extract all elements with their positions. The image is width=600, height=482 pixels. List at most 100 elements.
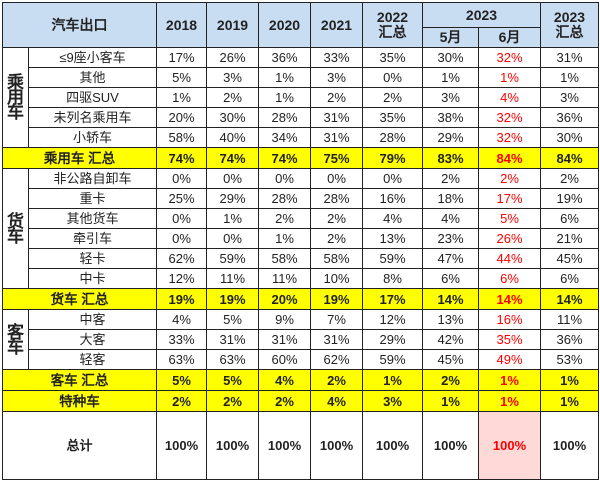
table-cell: 28% xyxy=(362,127,423,148)
table-cell: 0% xyxy=(206,168,259,189)
table-cell: 1% xyxy=(258,87,311,108)
row-label: 中客 xyxy=(28,309,157,330)
table-cell: 63% xyxy=(156,349,207,370)
table-row: 牵引车 0% 0% 1% 2% 13% 23% 26% 21% xyxy=(3,228,599,249)
table-cell: 3% xyxy=(422,87,479,108)
table-cell: 0% xyxy=(362,168,423,189)
table-cell: 44% xyxy=(478,248,541,269)
table-cell: 0% xyxy=(310,168,363,189)
table-cell: 20% xyxy=(156,107,207,128)
table-cell: 49% xyxy=(478,349,541,370)
table-cell: 2% xyxy=(310,369,363,391)
summary-row-bus-total: 客车 汇总 5% 5% 4% 2% 1% 2% 1% 1% xyxy=(2,369,599,391)
table-cell: 0% xyxy=(156,208,207,229)
table-cell: 28% xyxy=(258,107,311,128)
table-cell: 6% xyxy=(540,208,599,229)
header-title: 汽车出口 xyxy=(2,2,157,48)
table-cell: 31% xyxy=(310,107,363,128)
row-label: 四驱SUV xyxy=(28,87,157,108)
table-cell: 7% xyxy=(310,309,363,330)
row-label: 其他货车 xyxy=(28,208,157,229)
table-row: 重卡 25% 29% 28% 28% 16% 18% 17% 19% xyxy=(3,188,599,209)
table-cell: 4% xyxy=(310,390,363,412)
table-cell: 13% xyxy=(422,309,479,330)
table-cell: 1% xyxy=(478,369,541,391)
table-cell: 33% xyxy=(310,47,363,68)
table-row: 客车中客 4% 5% 9% 7% 12% 13% 16% 11% xyxy=(2,309,599,370)
table-cell: 60% xyxy=(258,349,311,370)
summary-row-special-total: 特种车 2% 2% 2% 4% 3% 1% 1% 1% xyxy=(2,390,599,412)
table-cell: 1% xyxy=(362,369,423,391)
summary-label: 货车 汇总 xyxy=(2,288,157,310)
table-cell: 18% xyxy=(422,188,479,209)
category-char: 车 xyxy=(7,337,24,357)
table-cell: 31% xyxy=(540,47,599,68)
table-cell: 47% xyxy=(422,248,479,269)
table-row: 小轿车 58% 40% 34% 31% 28% 29% 32% 30% xyxy=(3,127,599,148)
table-cell: 40% xyxy=(206,127,259,148)
table-cell: 45% xyxy=(422,349,479,370)
table-cell: 1% xyxy=(478,390,541,412)
table-cell: 59% xyxy=(362,349,423,370)
table-row: 其他 5% 3% 1% 3% 0% 1% 1% 1% xyxy=(3,67,599,88)
table-cell: 23% xyxy=(422,228,479,249)
table-cell: 6% xyxy=(540,268,599,289)
header-2023-summary: 2023 汇总 xyxy=(540,2,599,48)
summary-row-grand-total: 总计 100% 100% 100% 100% 100% 100% 100% 100% xyxy=(2,411,599,480)
table-cell: 6% xyxy=(478,268,541,289)
table-cell: 33% xyxy=(156,329,207,350)
table-cell: 20% xyxy=(258,288,311,310)
table-cell: 30% xyxy=(422,47,479,68)
table-cell: 100% xyxy=(258,411,311,480)
table-cell: 75% xyxy=(310,147,363,169)
table-cell: 100% xyxy=(478,411,541,480)
row-label: 重卡 xyxy=(28,188,157,209)
table-cell: 16% xyxy=(362,188,423,209)
table-row: 未列名乘用车 20% 30% 28% 31% 35% 38% 32% 36% xyxy=(3,107,599,128)
row-label: 其他 xyxy=(28,67,157,88)
category-char: 车 xyxy=(7,103,24,122)
table-cell: 0% xyxy=(156,168,207,189)
row-label: 中卡 xyxy=(28,268,157,289)
table-cell: 29% xyxy=(206,188,259,209)
table-cell: 17% xyxy=(362,288,423,310)
table-cell: 2% xyxy=(310,87,363,108)
table-cell: 0% xyxy=(258,168,311,189)
table-cell: 34% xyxy=(258,127,311,148)
summary-label: 特种车 xyxy=(2,390,157,412)
table-cell: 26% xyxy=(206,47,259,68)
table-cell: 14% xyxy=(540,288,599,310)
table-cell: 12% xyxy=(362,309,423,330)
row-label: ≤9座小客车 xyxy=(28,47,157,68)
table-cell: 1% xyxy=(258,228,311,249)
table-cell: 100% xyxy=(422,411,479,480)
table-cell: 11% xyxy=(206,268,259,289)
header-2023-months: 2023 xyxy=(422,2,541,28)
table-cell: 4% xyxy=(156,309,207,330)
table-cell: 28% xyxy=(310,188,363,209)
table-cell: 11% xyxy=(540,309,599,330)
table-cell: 58% xyxy=(156,127,207,148)
row-label: 轻客 xyxy=(28,349,157,370)
table-cell: 16% xyxy=(478,309,541,330)
table-row: 轻卡 62% 59% 58% 58% 59% 47% 44% 45% xyxy=(3,248,599,269)
row-label: 牵引车 xyxy=(28,228,157,249)
table-cell: 1% xyxy=(258,67,311,88)
table-cell: 58% xyxy=(310,248,363,269)
table-cell: 2% xyxy=(206,390,259,412)
table-cell: 5% xyxy=(156,369,207,391)
category-bus: 客车 xyxy=(2,309,29,370)
table-cell: 21% xyxy=(540,228,599,249)
table-cell: 63% xyxy=(206,349,259,370)
table-cell: 35% xyxy=(362,107,423,128)
table-cell: 36% xyxy=(540,329,599,350)
table-cell: 4% xyxy=(422,208,479,229)
table-cell: 10% xyxy=(310,268,363,289)
table-cell: 19% xyxy=(310,288,363,310)
table-cell: 2% xyxy=(478,168,541,189)
table-cell: 8% xyxy=(362,268,423,289)
table-cell: 38% xyxy=(422,107,479,128)
table-cell: 1% xyxy=(540,390,599,412)
table-cell: 58% xyxy=(258,248,311,269)
